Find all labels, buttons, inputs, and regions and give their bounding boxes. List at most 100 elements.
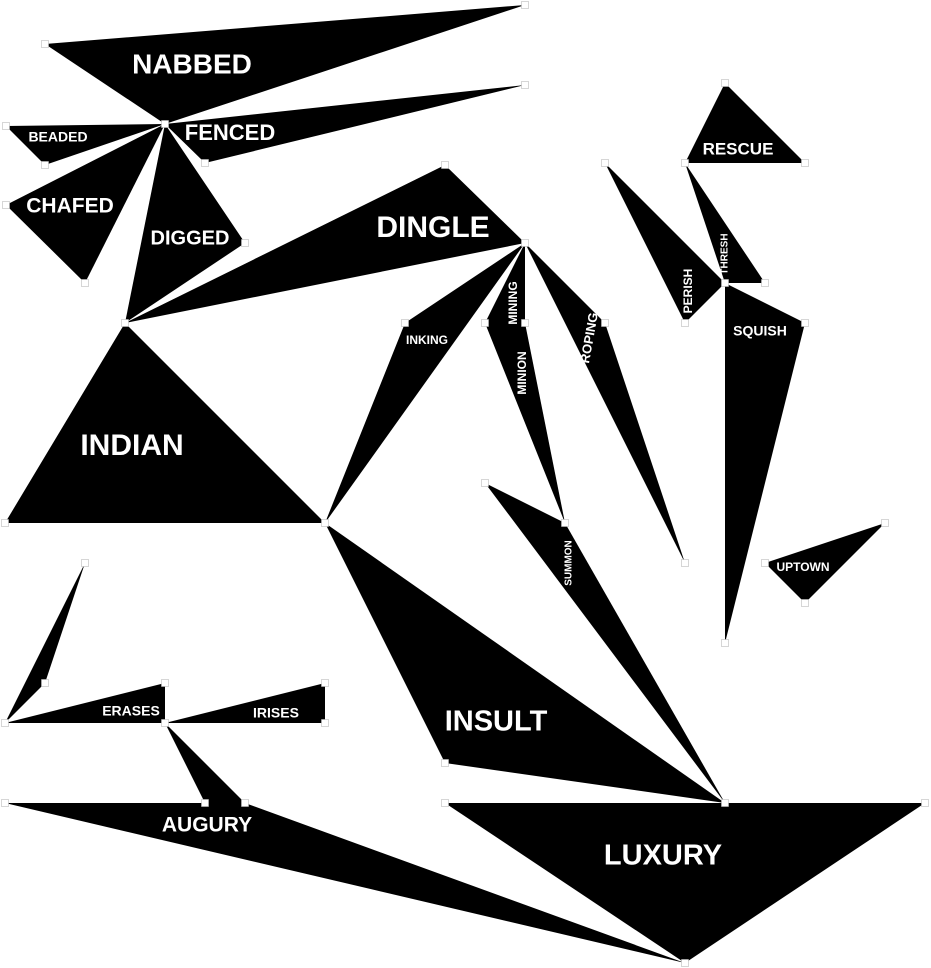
label-fenced: FENCED: [185, 120, 275, 145]
triangle-dingle: [125, 165, 525, 323]
vertex-marker: [241, 799, 249, 807]
vertex-marker: [521, 81, 529, 89]
label-uptown: UPTOWN: [776, 560, 829, 574]
vertex-marker: [401, 319, 409, 327]
label-thresh: THRESH: [720, 233, 731, 274]
vertex-marker: [41, 40, 49, 48]
vertex-marker: [801, 159, 809, 167]
vertex-marker: [1, 719, 9, 727]
vertex-marker: [81, 279, 89, 287]
label-squish: SQUISH: [733, 323, 787, 339]
label-irises: IRISES: [253, 705, 299, 721]
triangle-fenced: [165, 85, 525, 163]
vertex-marker: [721, 279, 729, 287]
triangle-inking: [325, 243, 525, 523]
label-erases: ERASES: [102, 703, 160, 719]
label-augury: AUGURY: [162, 814, 252, 837]
vertex-marker: [721, 79, 729, 87]
triangle-insult: [325, 523, 725, 803]
vertex-marker: [441, 799, 449, 807]
vertex-marker: [881, 519, 889, 527]
vertex-marker: [601, 159, 609, 167]
vertex-marker: [441, 759, 449, 767]
vertex-marker: [201, 799, 209, 807]
vertex-marker: [2, 201, 10, 209]
triangle-augury: [5, 803, 685, 963]
vertex-marker: [601, 319, 609, 327]
label-digged: DIGGED: [151, 227, 230, 249]
vertex-marker: [721, 639, 729, 647]
vertex-marker: [481, 479, 489, 487]
triangle-perish: [605, 163, 725, 323]
triangle-luxury: [445, 803, 925, 963]
vertex-marker: [521, 319, 529, 327]
label-nabbed: NABBED: [132, 48, 252, 79]
vertex-marker: [481, 319, 489, 327]
label-mining: MINING: [506, 281, 520, 324]
vertex-marker: [681, 559, 689, 567]
triangle-beaded: [6, 124, 165, 165]
vertex-marker: [801, 319, 809, 327]
triangle-erases: [5, 683, 165, 723]
triangle-layer: [5, 5, 925, 963]
vertex-marker: [321, 519, 329, 527]
label-rescue: RESCUE: [703, 139, 774, 158]
vertex-marker: [241, 239, 249, 247]
vertex-marker: [161, 120, 169, 128]
vertex-marker: [81, 559, 89, 567]
vertex-marker: [801, 599, 809, 607]
vertex-marker: [521, 1, 529, 9]
triangle-chafed: [6, 124, 165, 283]
label-cobras: COBRAS: [24, 596, 36, 644]
vertex-marker: [2, 122, 10, 130]
vertex-marker: [921, 799, 929, 807]
label-indian: INDIAN: [80, 429, 183, 462]
triangle-fugues: [165, 723, 245, 803]
label-fugues: FUGUES: [163, 749, 177, 799]
triangle-mining: [485, 243, 525, 323]
label-chafed: CHAFED: [26, 195, 114, 218]
vertex-marker: [161, 679, 169, 687]
triangle-indian: [5, 323, 325, 523]
vertex-marker: [41, 679, 49, 687]
label-dingle: DINGLE: [376, 211, 489, 244]
vertex-marker: [441, 161, 449, 169]
vertex-marker: [761, 279, 769, 287]
triangle-roping: [525, 243, 685, 563]
vertex-marker: [561, 519, 569, 527]
triangle-thresh: [685, 163, 765, 283]
vertex-marker: [121, 319, 129, 327]
triangle-minion: [485, 323, 565, 523]
vertex-marker: [761, 559, 769, 567]
vertex-marker: [521, 239, 529, 247]
label-layer: NABBED FENCED BEADED CHAFED DIGGED DINGLE INDI…: [24, 48, 830, 871]
triangle-uptown: [765, 523, 885, 603]
label-inking: INKING: [406, 333, 448, 347]
triangle-squish: [725, 283, 805, 643]
triangle-summon: [485, 483, 725, 803]
vertex-marker: [201, 159, 209, 167]
label-summon: SUMMON: [564, 540, 575, 586]
label-insult: INSULT: [445, 706, 548, 738]
vertex-marker: [1, 519, 9, 527]
vertex-marker: [321, 679, 329, 687]
label-beaded: BEADED: [28, 129, 87, 145]
triangle-digged: [125, 124, 245, 323]
label-minion: MINION: [515, 351, 529, 394]
vertex-marker: [1, 799, 9, 807]
label-perish: PERISH: [681, 269, 695, 314]
triangle-nabbed: [45, 5, 525, 124]
vertex-marker: [41, 161, 49, 169]
vertex-marker: [321, 719, 329, 727]
vertex-marker: [681, 959, 689, 967]
vertex-marker: [681, 159, 689, 167]
vertex-marker: [721, 799, 729, 807]
triangle-cobras: [5, 563, 85, 723]
vertex-marker: [161, 719, 169, 727]
triangle-irises: [165, 683, 325, 723]
label-luxury: LUXURY: [604, 840, 722, 872]
triangle-rescue: [685, 83, 805, 163]
vertex-marker: [681, 319, 689, 327]
